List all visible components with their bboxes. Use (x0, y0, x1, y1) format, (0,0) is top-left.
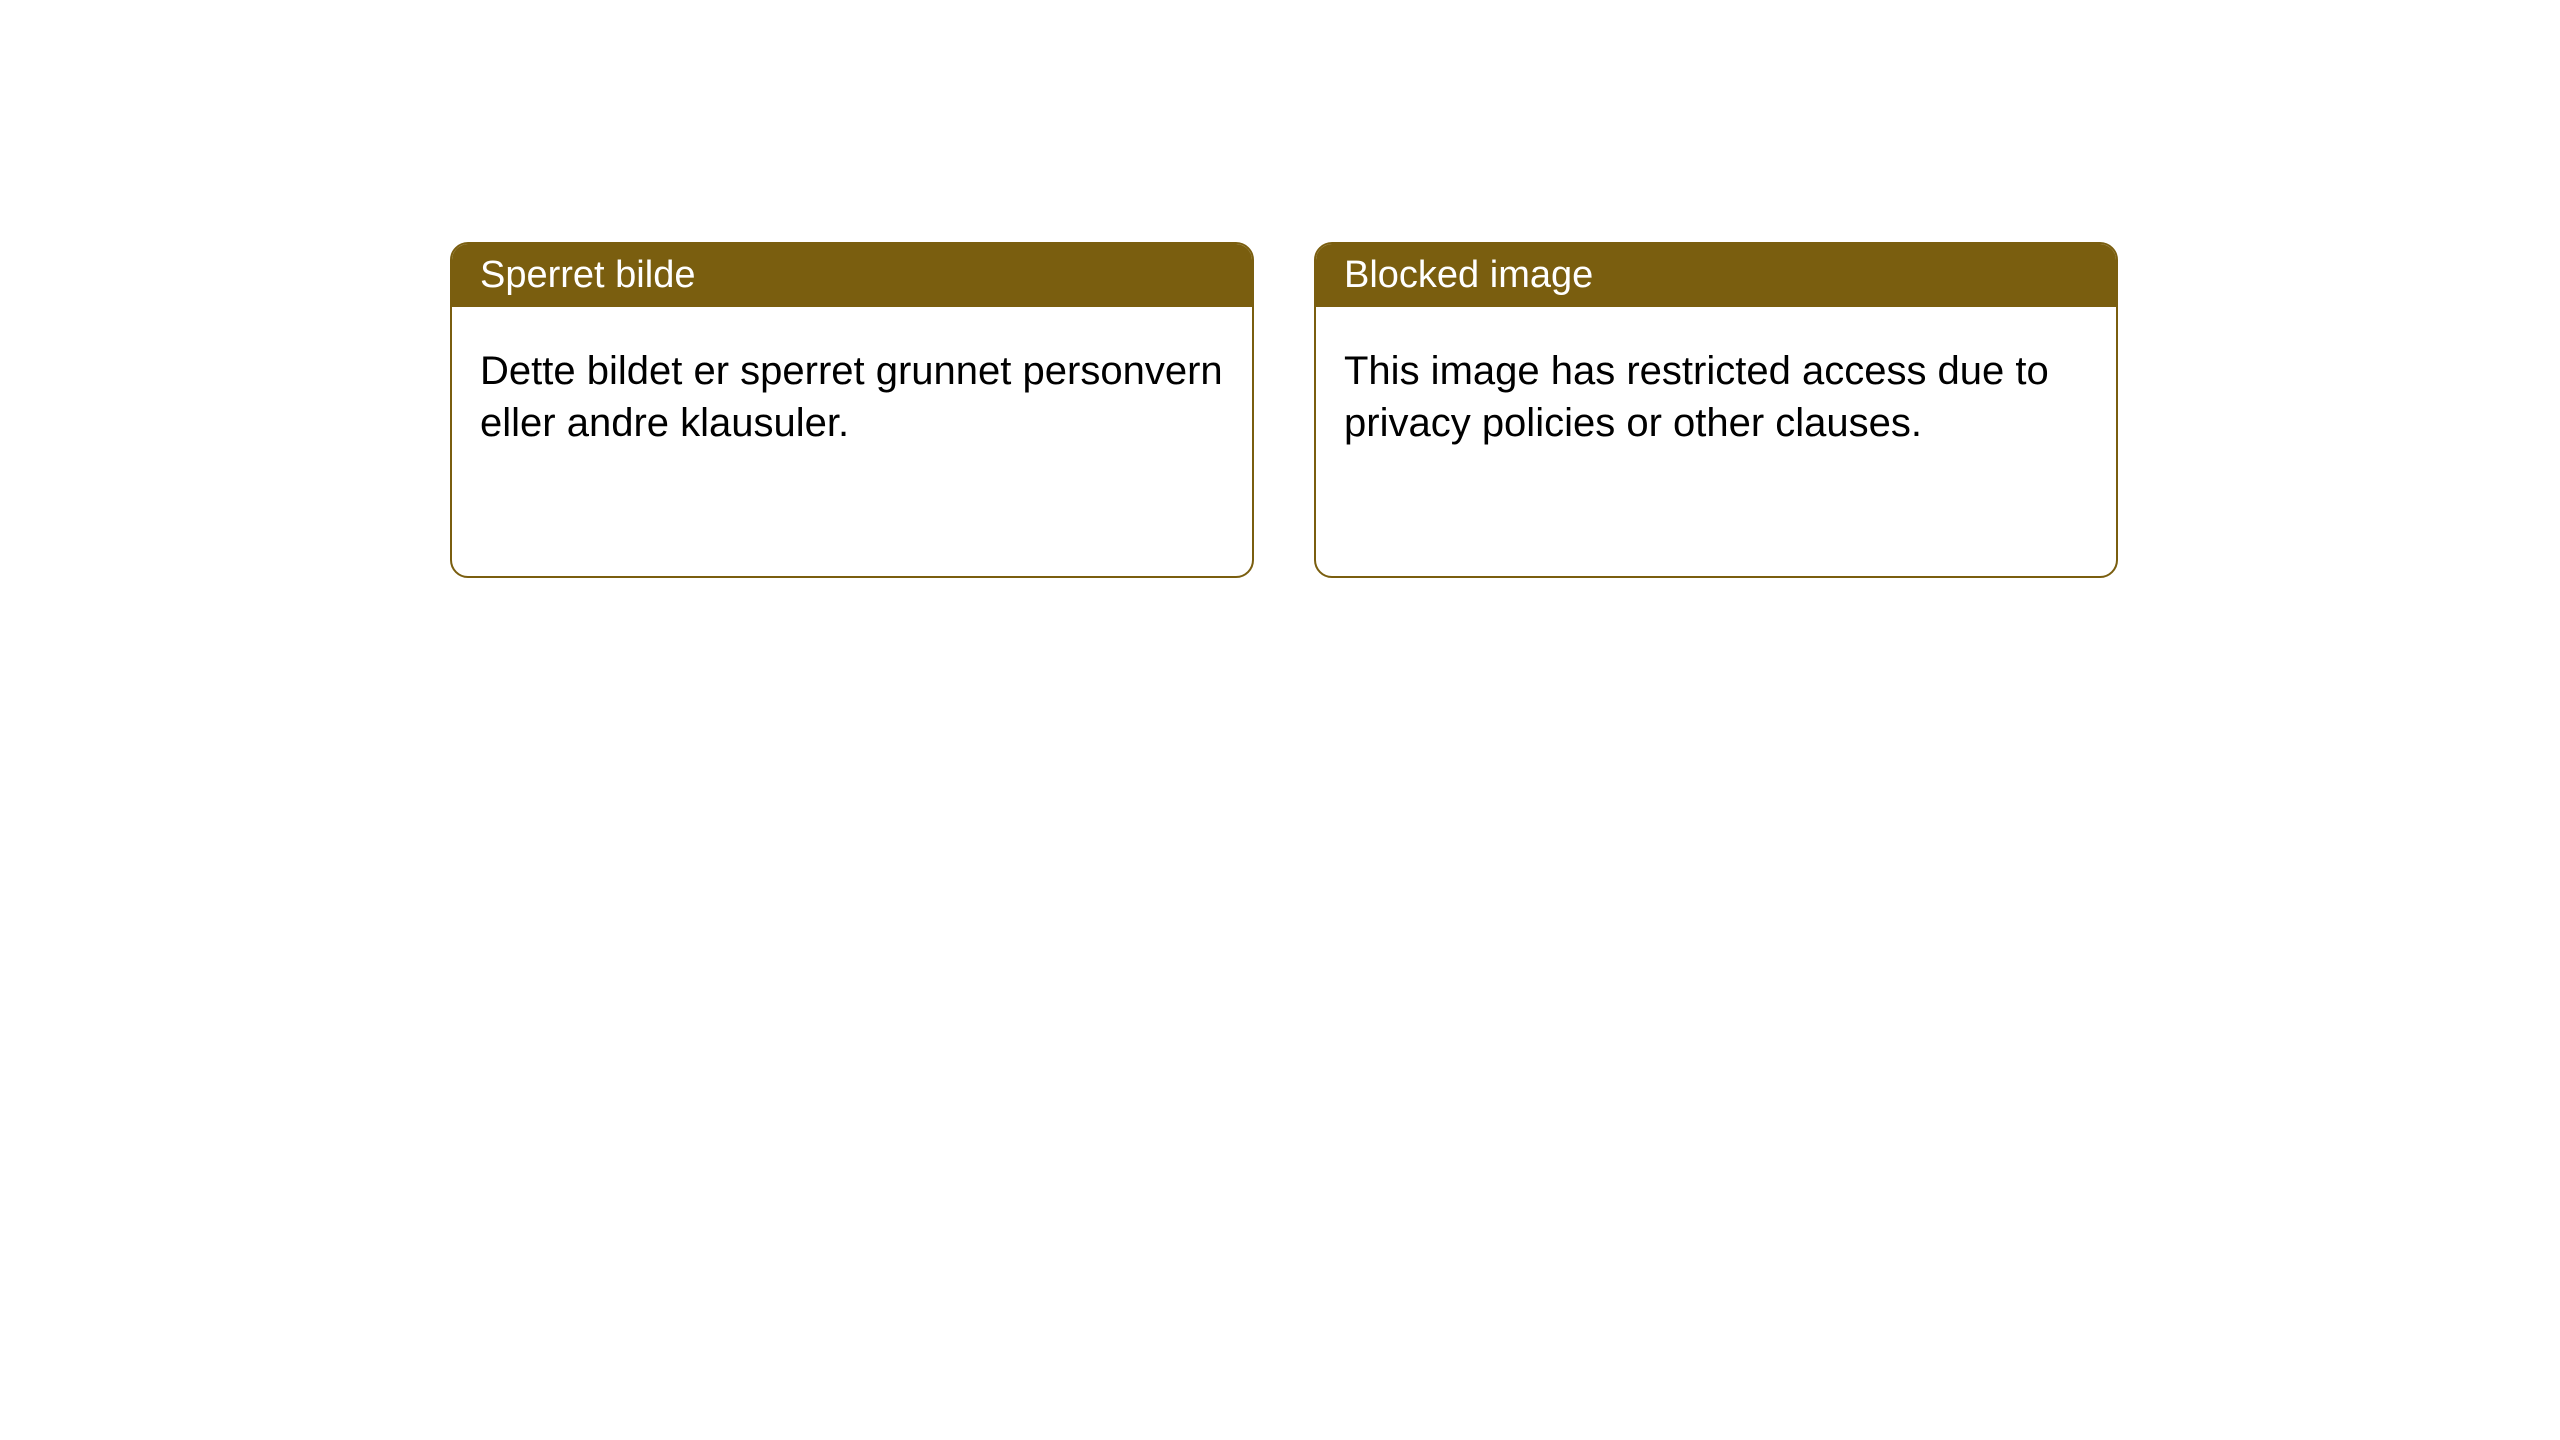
notice-card-english: Blocked image This image has restricted … (1314, 242, 2118, 578)
notice-container: Sperret bilde Dette bildet er sperret gr… (0, 0, 2560, 578)
card-header-norwegian: Sperret bilde (452, 244, 1252, 307)
card-header-english: Blocked image (1316, 244, 2116, 307)
notice-card-norwegian: Sperret bilde Dette bildet er sperret gr… (450, 242, 1254, 578)
card-body-norwegian: Dette bildet er sperret grunnet personve… (452, 307, 1252, 487)
card-body-english: This image has restricted access due to … (1316, 307, 2116, 487)
